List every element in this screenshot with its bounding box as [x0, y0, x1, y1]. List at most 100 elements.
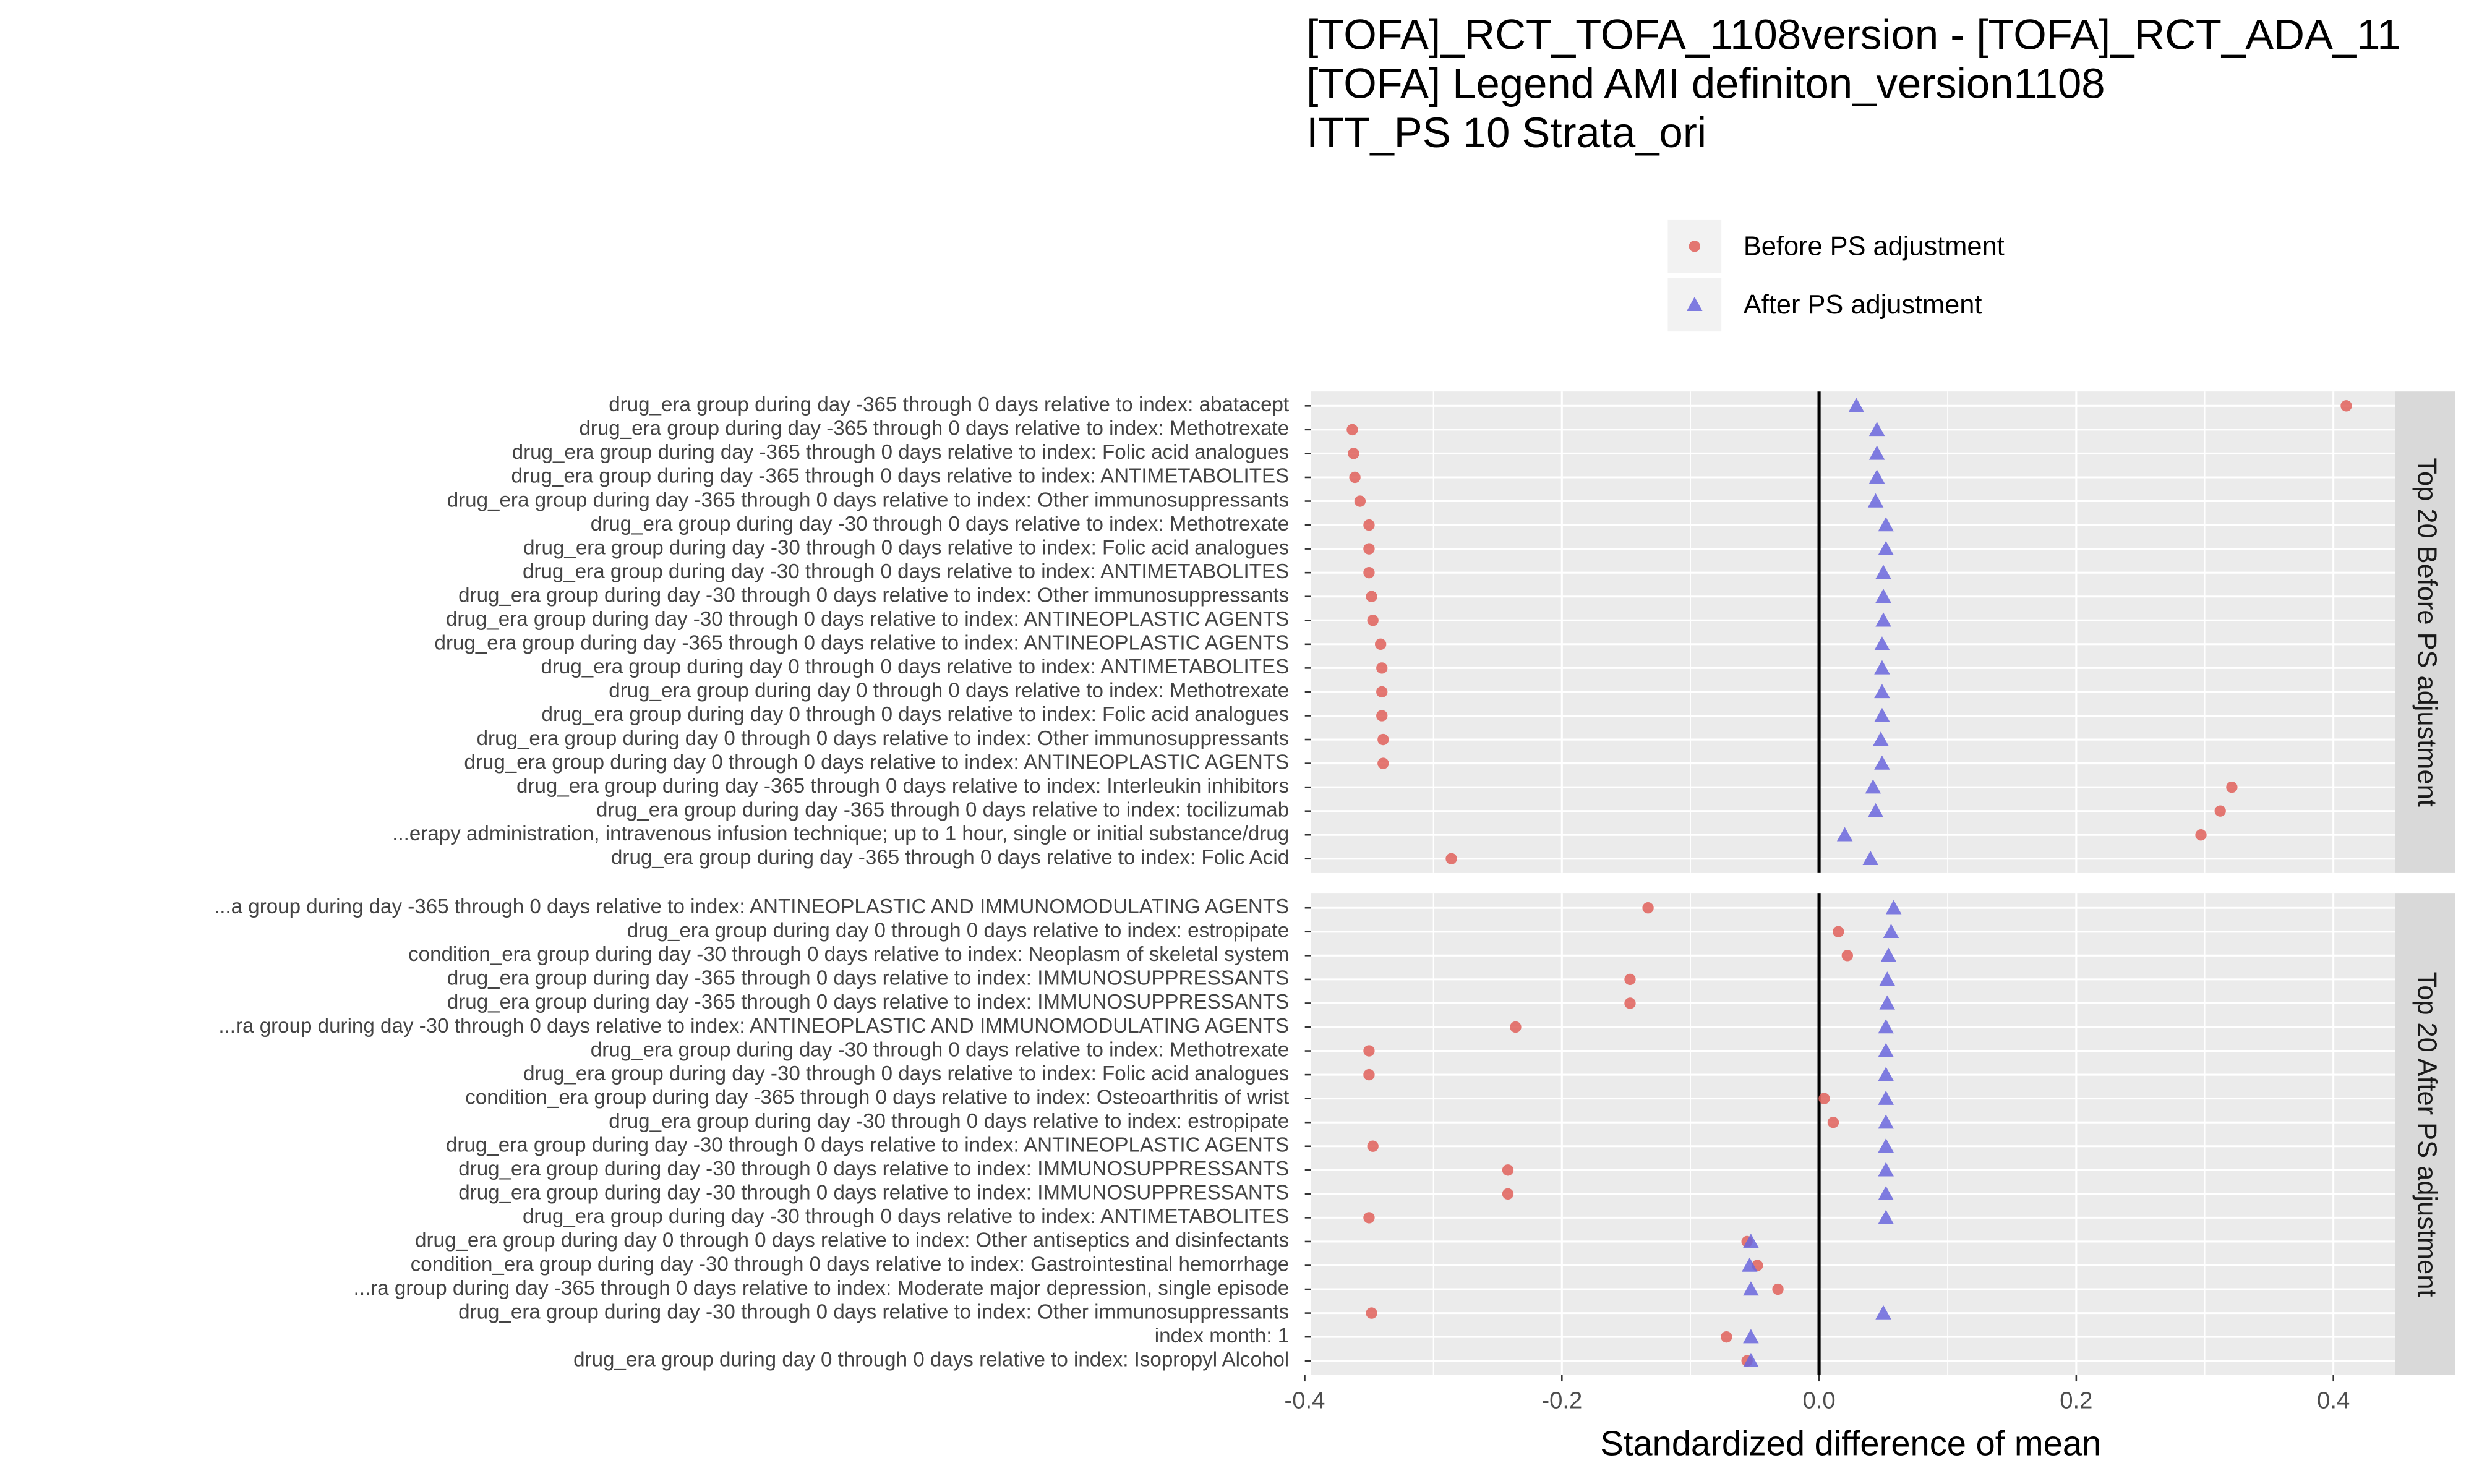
point-before — [1642, 902, 1654, 914]
point-before — [1827, 1117, 1839, 1128]
point-after — [1868, 422, 1885, 437]
point-after — [1875, 565, 1891, 579]
point-before — [1445, 853, 1457, 864]
point-before — [1624, 973, 1636, 986]
point-after — [1874, 755, 1890, 770]
y-tick-label: drug_era group during day 0 through 0 da… — [541, 655, 1289, 678]
point-before — [1502, 1164, 1514, 1176]
y-tick-label: drug_era group during day -30 through 0 … — [523, 1205, 1289, 1228]
y-tick-label: drug_era group during day 0 through 0 da… — [464, 751, 1289, 774]
chart-title: [TOFA] Legend AMI definiton_version1108 — [1306, 60, 2105, 108]
point-before — [1376, 662, 1388, 674]
point-before — [1833, 926, 1844, 937]
point-after — [1878, 1186, 1894, 1201]
point-before — [1363, 1212, 1375, 1224]
point-after — [1879, 995, 1896, 1010]
y-tick-label: condition_era group during day -30 throu… — [408, 943, 1289, 966]
y-tick-label: ...ra group during day -30 through 0 day… — [218, 1015, 1289, 1038]
point-after — [1742, 1257, 1758, 1272]
point-after — [1867, 493, 1884, 508]
y-tick-label: ...a group during day -365 through 0 day… — [214, 895, 1289, 918]
y-tick-label: drug_era group during day -365 through 0… — [447, 991, 1289, 1013]
y-tick-label: drug_era group during day -30 through 0 … — [609, 1110, 1289, 1133]
y-tick-label: ...ra group during day -365 through 0 da… — [354, 1277, 1290, 1300]
point-after — [1879, 971, 1896, 986]
panel-background — [1311, 893, 2395, 1375]
y-tick-label: drug_era group during day -30 through 0 … — [523, 560, 1289, 583]
point-after — [1848, 398, 1865, 412]
point-after — [1862, 851, 1878, 865]
point-after — [1743, 1352, 1759, 1367]
point-before — [1818, 1093, 1830, 1104]
legend-label: After PS adjustment — [1744, 290, 1982, 320]
point-after — [1875, 1305, 1891, 1320]
point-after — [1878, 1162, 1894, 1177]
point-before — [1363, 1068, 1375, 1081]
point-after — [1743, 1281, 1759, 1296]
point-after — [1878, 1043, 1894, 1057]
point-after — [1878, 1090, 1894, 1105]
point-after — [1875, 588, 1891, 603]
y-tick-label: drug_era group during day -365 through 0… — [579, 417, 1289, 440]
point-before — [1841, 950, 1854, 962]
point-after — [1874, 636, 1890, 651]
point-before — [1772, 1283, 1784, 1295]
y-tick-label: drug_era group during day -30 through 0 … — [458, 1182, 1289, 1205]
point-before — [1363, 1045, 1375, 1057]
point-before — [1502, 1188, 1514, 1200]
point-before — [1510, 1021, 1522, 1033]
point-before — [1367, 615, 1379, 626]
point-after — [1874, 660, 1890, 675]
point-after — [1878, 1019, 1894, 1034]
point-before — [2195, 829, 2207, 841]
y-tick-label: drug_era group during day -30 through 0 … — [591, 513, 1289, 535]
y-tick-label: drug_era group during day -365 through 0… — [611, 846, 1289, 869]
point-before — [1349, 471, 1361, 484]
point-after — [1874, 707, 1890, 722]
point-after — [1868, 469, 1885, 484]
x-tick-label: 0.2 — [2060, 1387, 2092, 1414]
strip — [2395, 893, 2455, 1375]
y-tick-label: drug_era group during day -30 through 0 … — [446, 608, 1289, 631]
y-tick-label: drug_era group during day -30 through 0 … — [523, 536, 1289, 559]
point-before — [1346, 424, 1358, 436]
point-after — [1865, 779, 1881, 794]
point-after — [1878, 540, 1894, 555]
y-tick-label: drug_era group during day -365 through 0… — [447, 488, 1289, 511]
y-tick-label: drug_era group during day -365 through 0… — [609, 393, 1289, 416]
y-tick-label: drug_era group during day -30 through 0 … — [591, 1038, 1289, 1061]
y-tick-label: drug_era group during day -365 through 0… — [512, 441, 1290, 464]
point-after — [1878, 1209, 1894, 1224]
point-before — [1367, 1140, 1379, 1152]
point-after — [1867, 803, 1884, 817]
point-before — [1377, 733, 1389, 746]
x-tick-label: 0.0 — [1802, 1387, 1835, 1414]
y-tick-label: drug_era group during day -365 through 0… — [447, 967, 1289, 990]
legend-marker — [1687, 297, 1703, 311]
y-tick-label: drug_era group during day 0 through 0 da… — [477, 727, 1290, 750]
y-tick-label: drug_era group during day 0 through 0 da… — [627, 919, 1289, 942]
y-tick-label: drug_era group during day -365 through 0… — [596, 798, 1289, 821]
point-after — [1883, 924, 1899, 939]
point-after — [1880, 947, 1897, 962]
legend-label: Before PS adjustment — [1744, 231, 2005, 261]
point-before — [1363, 519, 1375, 531]
point-after — [1868, 445, 1885, 460]
y-tick-label: drug_era group during day 0 through 0 da… — [542, 703, 1290, 726]
point-before — [1348, 448, 1359, 459]
chart-title: ITT_PS 10 Strata_ori — [1306, 109, 1706, 156]
point-after — [1878, 1114, 1894, 1129]
y-tick-label: drug_era group during day -365 through 0… — [435, 632, 1290, 655]
y-tick-label: drug_era group during day -30 through 0 … — [523, 1062, 1289, 1085]
point-after — [1875, 612, 1891, 627]
y-tick-label: drug_era group during day -365 through 0… — [516, 775, 1289, 798]
y-tick-label: condition_era group during day -30 throu… — [411, 1253, 1289, 1276]
y-tick-label: drug_era group during day 0 through 0 da… — [415, 1229, 1289, 1252]
strip — [2395, 391, 2455, 873]
point-before — [1377, 757, 1389, 769]
point-after — [1873, 731, 1889, 746]
y-tick-label: drug_era group during day -30 through 0 … — [458, 584, 1289, 607]
y-tick-label: drug_era group during day 0 through 0 da… — [573, 1348, 1289, 1371]
